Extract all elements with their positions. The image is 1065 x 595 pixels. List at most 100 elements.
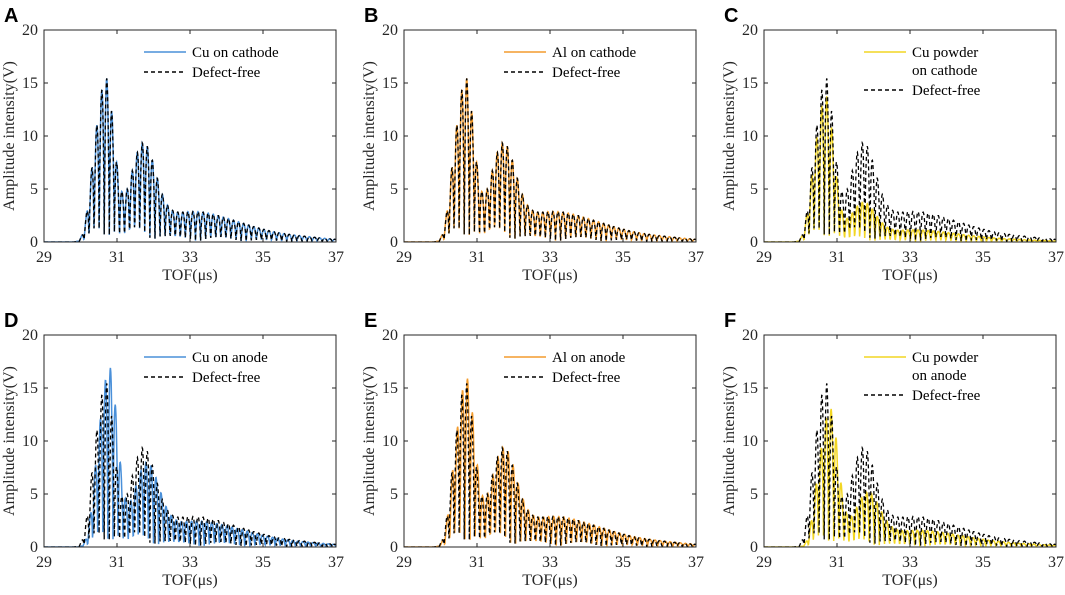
x-tick-label: 37 [1048,249,1064,266]
chart-panel-f: F 29 31 33 35 37 0 5 10 15 20 TOF(μs) Amplitude inte… [721,310,1064,589]
legend-label: Cu on anode [192,350,268,366]
y-tick-label: 20 [382,22,398,39]
y-tick-label: 20 [742,327,758,344]
y-tick-label: 15 [22,380,38,397]
x-axis-title: TOF(μs) [882,572,937,589]
y-tick-label: 5 [750,486,758,503]
y-tick-label: 15 [22,75,38,92]
panel-letter-a: A [4,5,18,27]
plot-frame-d [43,334,337,548]
y-tick-label: 0 [750,234,758,251]
y-tick-label: 20 [382,327,398,344]
x-tick-label: 31 [829,554,845,571]
y-tick-label: 5 [30,486,38,503]
y-axis-title: Amplitude intensity(V) [361,61,378,211]
series-line-defect-free-f [764,383,1056,547]
x-axis-title: TOF(μs) [882,267,937,284]
legend-f: Cu powder on anode Defect-free [864,350,981,404]
x-tick-label: 37 [1048,554,1064,571]
x-tick-label: 33 [902,554,918,571]
x-tick-label: 31 [109,249,125,266]
y-axis-title: Amplitude intensity(V) [361,366,378,516]
x-axis-title: TOF(μs) [162,267,217,284]
y-tick-label: 20 [742,22,758,39]
x-tick-label: 29 [396,554,412,571]
legend-label: Cu on cathode [192,45,279,61]
plot-frame-f [763,334,1057,548]
series-line-defect-free-c [764,78,1056,242]
y-tick-label: 0 [750,539,758,556]
y-tick-label: 10 [22,128,38,145]
panel-letter-f: F [724,310,736,332]
x-tick-label: 33 [182,249,198,266]
x-tick-label: 37 [328,249,344,266]
series-line-defect-free-e [404,383,696,547]
legend-label: Defect-free [192,65,261,81]
x-tick-label: 29 [756,554,772,571]
y-tick-label: 0 [390,539,398,556]
y-tick-label: 10 [742,433,758,450]
x-tick-label: 35 [975,554,991,571]
y-axis-title: Amplitude intensity(V) [721,61,738,211]
legend-label: Defect-free [552,370,621,386]
x-axis-title: TOF(μs) [162,572,217,589]
legend-b: Al on cathode Defect-free [504,45,636,81]
y-tick-label: 10 [382,128,398,145]
series-line-defect-free-a [44,78,336,242]
panel-letter-e: E [364,310,377,332]
chart-panel-a: A 29 31 33 35 37 0 5 10 15 20 TOF(μs) Amplitude inte… [1,5,344,284]
y-tick-label: 5 [390,181,398,198]
x-tick-label: 33 [182,554,198,571]
chart-panel-d: D 29 31 33 35 37 0 5 10 15 20 TOF(μs) Amplitude inte… [1,310,344,589]
legend-label: Cu powder [912,350,978,366]
x-tick-label: 31 [829,249,845,266]
y-tick-label: 20 [22,327,38,344]
legend-label: Defect-free [192,370,261,386]
y-tick-label: 5 [390,486,398,503]
x-axis-title: TOF(μs) [522,267,577,284]
y-tick-label: 15 [742,380,758,397]
series-line-defect-e [404,378,696,547]
x-tick-label: 37 [688,554,704,571]
x-tick-label: 35 [255,554,271,571]
plot-frame-c [763,29,1057,243]
x-tick-label: 33 [542,554,558,571]
legend-label: Al on cathode [552,45,636,61]
y-tick-label: 15 [382,75,398,92]
y-tick-label: 10 [382,433,398,450]
chart-panel-c: C 29 31 33 35 37 0 5 10 15 20 TOF(μs) Amplitude inte… [721,5,1064,284]
legend-d: Cu on anode Defect-free [144,350,268,386]
chart-panel-e: E 29 31 33 35 37 0 5 10 15 20 TOF(μs) Amplitude inte… [361,310,704,589]
x-tick-label: 37 [688,249,704,266]
panel-letter-d: D [4,310,18,332]
y-tick-label: 0 [390,234,398,251]
y-tick-label: 20 [22,22,38,39]
legend-label: Cu powder [912,45,978,61]
y-tick-label: 0 [30,539,38,556]
x-tick-label: 33 [902,249,918,266]
x-axis-title: TOF(μs) [522,572,577,589]
x-tick-label: 35 [255,249,271,266]
legend-label: on anode [912,368,967,384]
x-tick-label: 35 [615,554,631,571]
y-tick-label: 10 [742,128,758,145]
y-tick-label: 10 [22,433,38,450]
legend-a: Cu on cathode Defect-free [144,45,279,81]
y-tick-label: 5 [30,181,38,198]
x-tick-label: 31 [109,554,125,571]
series-line-defect-free-d [44,383,336,547]
legend-label: Al on anode [552,350,626,366]
series-line-defect-a [44,78,336,242]
chart-panel-b: B 29 31 33 35 37 0 5 10 15 20 TOF(μs) Amplitude inte… [361,5,704,284]
x-tick-label: 29 [396,249,412,266]
panel-letter-c: C [724,5,738,27]
x-tick-label: 35 [975,249,991,266]
panel-letter-b: B [364,5,378,27]
y-axis-title: Amplitude intensity(V) [1,366,18,516]
x-tick-label: 29 [756,249,772,266]
x-tick-label: 29 [36,554,52,571]
x-tick-label: 35 [615,249,631,266]
legend-label: Defect-free [552,65,621,81]
legend-label: Defect-free [912,83,981,99]
